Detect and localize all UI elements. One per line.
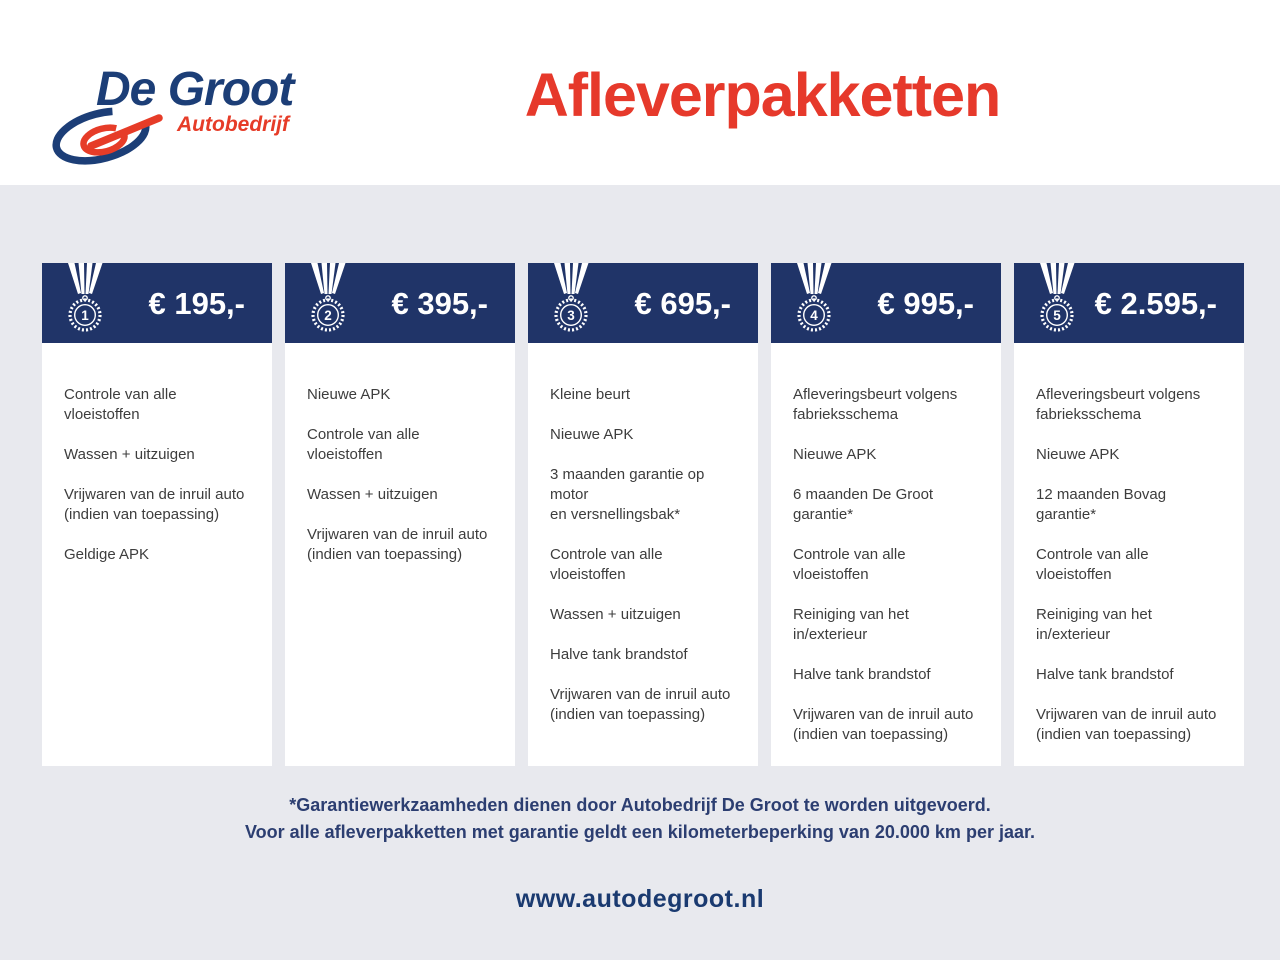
package-item: Vrijwaren van de inruil auto (indien van… <box>793 706 974 743</box>
website-url: www.autodegroot.nl <box>515 885 765 913</box>
package-header: 5 € 2.595,- <box>1014 263 1244 343</box>
package-item: Vrijwaren van de inruil auto (indien van… <box>307 526 488 563</box>
package-item: Vrijwaren van de inruil auto (indien van… <box>1036 706 1217 743</box>
medal-number: 5 <box>1053 308 1061 323</box>
package-item: Nieuwe APK <box>793 446 877 463</box>
page-title: Afleverpakketten <box>524 61 1002 129</box>
guarantee-note: *Garantiewerkzaamheden dienen door Autob… <box>0 792 1280 846</box>
package-header: 3 € 695,- <box>528 263 758 343</box>
package-items: Afleveringsbeurt volgens fabrieksschema N… <box>1014 343 1244 766</box>
package-items: Nieuwe APK Controle van alle vloeistoffen… <box>285 343 515 766</box>
brand-name: De Groot <box>96 63 294 116</box>
package-item: Afleveringsbeurt volgens fabrieksschema <box>793 386 958 423</box>
medal-icon: 4 <box>797 263 832 332</box>
medal-number: 2 <box>324 308 332 323</box>
package-item: Halve tank brandstof <box>550 646 688 663</box>
package-item: Vrijwaren van de inruil auto (indien van… <box>64 486 245 523</box>
package-price: € 695,- <box>634 286 731 321</box>
package-item: Controle van alle vloeistoffen <box>550 546 663 583</box>
package-item: Kleine beurt <box>550 386 631 403</box>
package-item: Controle van alle vloeistoffen <box>307 426 420 463</box>
package-item: Wassen + uitzuigen <box>307 486 438 503</box>
package-item: Reiniging van het in/exterieur <box>793 606 909 643</box>
package-item: 3 maanden garantie op motor en versnelli… <box>550 466 705 523</box>
package-item: Nieuwe APK <box>1036 446 1120 463</box>
package-item: Reiniging van het in/exterieur <box>1036 606 1152 643</box>
package-item: Controle van alle vloeistoffen <box>64 386 177 423</box>
medal-number: 3 <box>567 308 575 323</box>
package-items: Kleine beurt Nieuwe APK 3 maanden garantie… <box>528 343 758 766</box>
package-item: Halve tank brandstof <box>1036 666 1174 683</box>
package-price: € 995,- <box>877 286 974 321</box>
package-item: Halve tank brandstof <box>793 666 931 683</box>
package-item: Controle van alle vloeistoffen <box>793 546 906 583</box>
package-card-2: 2 € 395,- Nieuwe APK Controle van alle vl… <box>285 263 515 766</box>
package-item: Geldige APK <box>64 546 150 563</box>
package-header: 4 € 995,- <box>771 263 1001 343</box>
medal-icon: 3 <box>554 263 589 332</box>
package-card-4: 4 € 995,- Afleveringsbeurt volgens fabri… <box>771 263 1001 766</box>
package-price: € 395,- <box>391 286 488 321</box>
package-item: 6 maanden De Groot garantie* <box>793 486 934 523</box>
medal-number: 4 <box>810 308 818 323</box>
brand-logo: De Groot Autobedrijf <box>50 63 310 176</box>
package-item: Nieuwe APK <box>307 386 391 403</box>
package-item: Afleveringsbeurt volgens fabrieksschema <box>1036 386 1201 423</box>
package-item: 12 maanden Bovag garantie* <box>1036 486 1167 523</box>
package-card-1: 1 € 195,- Controle van alle vloeistoffen… <box>42 263 272 766</box>
package-header: 2 € 395,- <box>285 263 515 343</box>
package-card-5: 5 € 2.595,- Afleveringsbeurt volgens fab… <box>1014 263 1244 766</box>
package-item: Vrijwaren van de inruil auto (indien van… <box>550 686 731 723</box>
package-price: € 2.595,- <box>1094 286 1217 321</box>
package-items: Afleveringsbeurt volgens fabrieksschema N… <box>771 343 1001 766</box>
package-price: € 195,- <box>148 286 245 321</box>
medal-number: 1 <box>81 308 89 323</box>
guarantee-note-line2: Voor alle afleverpakketten met garantie … <box>244 822 1035 842</box>
package-card-3: 3 € 695,- Kleine beurt Nieuwe APK 3 maande… <box>528 263 758 766</box>
package-item: Controle van alle vloeistoffen <box>1036 546 1149 583</box>
package-cards-row: 1 € 195,- Controle van alle vloeistoffen… <box>42 263 1244 766</box>
brand-swoosh-icon <box>52 107 163 165</box>
brand-subtitle: Autobedrijf <box>177 113 289 136</box>
package-item: Wassen + uitzuigen <box>550 606 681 623</box>
package-header: 1 € 195,- <box>42 263 272 343</box>
medal-icon: 2 <box>311 263 346 332</box>
package-item: Wassen + uitzuigen <box>64 446 195 463</box>
medal-icon: 5 <box>1040 263 1075 332</box>
medal-icon: 1 <box>68 263 103 332</box>
package-items: Controle van alle vloeistoffen Wassen + u… <box>42 343 272 766</box>
package-item: Nieuwe APK <box>550 426 634 443</box>
guarantee-note-line1: *Garantiewerkzaamheden dienen door Autob… <box>289 795 991 815</box>
